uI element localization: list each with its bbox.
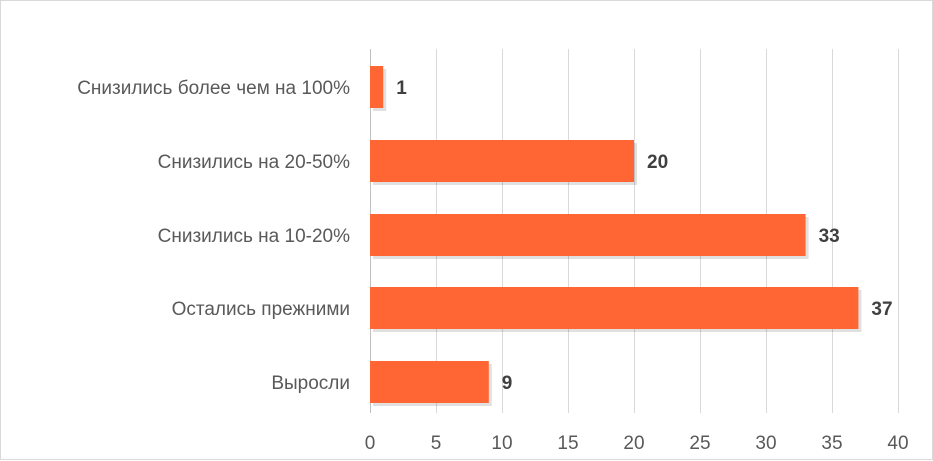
category-label: Снизились на 10-20% bbox=[158, 226, 350, 247]
data-label: 37 bbox=[871, 299, 892, 320]
data-label: 33 bbox=[819, 226, 840, 247]
x-tick-label: 0 bbox=[365, 433, 376, 454]
x-tick-label: 40 bbox=[887, 433, 908, 454]
bar bbox=[370, 287, 859, 329]
x-tick-label: 30 bbox=[755, 433, 776, 454]
bar bbox=[370, 361, 489, 403]
category-label: Выросли bbox=[271, 373, 350, 394]
x-tick-label: 10 bbox=[491, 433, 512, 454]
x-tick-label: 35 bbox=[821, 433, 842, 454]
data-label: 20 bbox=[647, 152, 668, 173]
x-tick-label: 5 bbox=[431, 433, 442, 454]
data-label: 1 bbox=[396, 78, 407, 99]
category-labels: Снизились более чем на 100% Снизились на … bbox=[77, 78, 350, 394]
bar bbox=[370, 214, 806, 256]
bar bbox=[370, 140, 634, 182]
x-tick-label: 20 bbox=[623, 433, 644, 454]
data-label: 9 bbox=[502, 373, 513, 394]
x-tick-label: 15 bbox=[557, 433, 578, 454]
x-tick-label: 25 bbox=[689, 433, 710, 454]
category-label: Снизились более чем на 100% bbox=[77, 78, 350, 99]
x-axis-ticks: 0 5 10 15 20 25 30 35 40 bbox=[365, 433, 909, 454]
category-label: Остались прежними bbox=[172, 299, 350, 320]
category-label: Снизились на 20-50% bbox=[158, 152, 350, 173]
bar bbox=[370, 66, 384, 108]
data-labels: 1 20 33 37 9 bbox=[396, 78, 892, 394]
bars bbox=[370, 66, 862, 406]
